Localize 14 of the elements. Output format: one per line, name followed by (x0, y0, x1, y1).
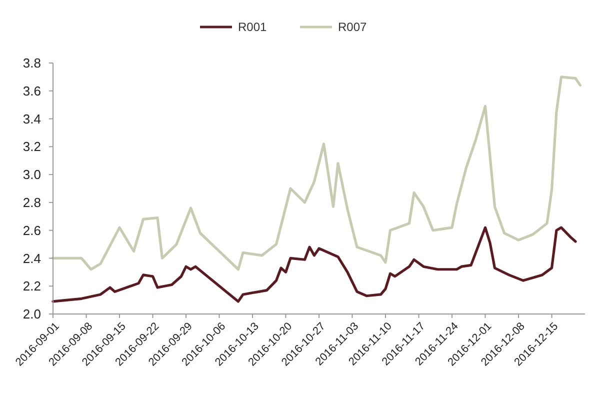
y-tick-label: 2.0 (22, 306, 41, 322)
y-tick-label: 3.0 (22, 167, 41, 182)
y-tick-label: 2.4 (22, 250, 41, 266)
legend-label: R001 (238, 20, 268, 34)
y-tick-label: 3.8 (22, 56, 41, 71)
y-tick-label: 3.6 (22, 83, 41, 98)
line-series (52, 76, 582, 271)
legend-label: R007 (338, 20, 368, 34)
y-tick-label: 3.2 (22, 139, 41, 154)
y-tick-label: 2.8 (22, 194, 41, 210)
y-tick-label: 2.2 (22, 278, 41, 294)
y-tick-label: 2.6 (22, 222, 41, 238)
y-tick-label: 3.4 (22, 111, 41, 126)
line-series (52, 226, 577, 303)
